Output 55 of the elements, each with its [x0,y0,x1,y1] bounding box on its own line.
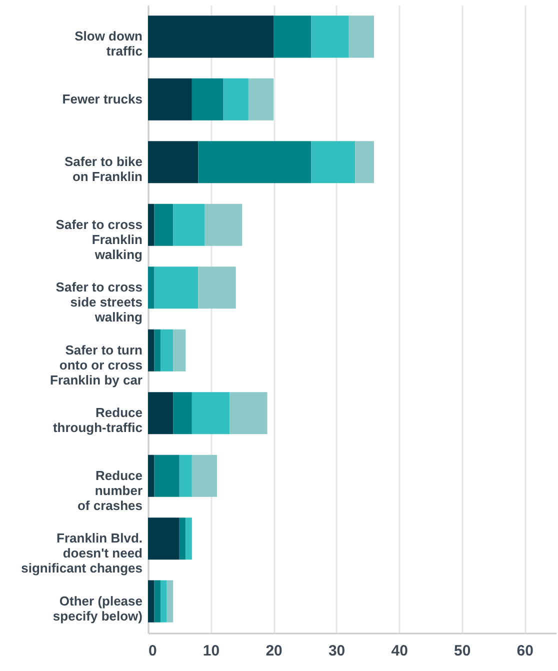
bar [192,392,230,434]
bar [160,580,167,622]
bar [148,518,180,560]
bar [311,141,356,184]
bar [311,16,349,58]
y-tick-label: Slow down traffic [74,28,143,59]
y-tick-label: Reduce number of crashes [77,468,142,513]
bar [204,204,242,246]
bar [166,580,174,622]
y-tick-label: Safer to turn onto or cross Franklin by car [50,342,143,388]
bar [179,454,192,497]
bar [148,329,154,372]
bar [148,266,154,309]
bar [274,16,312,58]
x-tick-label: 10 [202,642,220,660]
x-tick-label: 60 [516,642,534,660]
bar [355,141,374,184]
y-tick-label: Other (please specify below) [52,593,142,624]
bar [348,16,374,58]
bar [148,141,198,184]
bar [192,78,224,120]
bar [198,266,236,309]
x-tick-label: 0 [148,642,157,660]
bar [179,518,186,560]
bar [173,392,192,434]
x-tick-label: 20 [266,642,282,660]
y-tick-label: Safer to cross side streets walking [56,280,143,325]
bar [148,580,154,622]
y-tick-label: Fewer trucks [62,91,142,106]
bar [223,78,248,120]
bar [148,78,192,120]
y-tick-label: Franklin Blvd. doesn't need significant changes [21,530,143,576]
bar [160,329,174,372]
bar [173,204,204,246]
bar [230,392,268,434]
bar [173,329,186,372]
bar [154,454,180,497]
x-tick-label: 40 [391,642,408,660]
x-tick-label: 30 [328,642,346,660]
bar [148,454,154,497]
x-tick-label: 50 [454,642,471,660]
bar [148,204,154,246]
bar [154,329,161,372]
y-tick-label: Reduce through-traffic [52,405,142,436]
bar [148,16,274,58]
bar [186,518,192,560]
bar [148,392,174,434]
bar [154,204,174,246]
bar [248,78,274,120]
y-tick-label: Safer to bike on Franklin [64,154,143,184]
bar [154,580,161,622]
bar [154,266,198,309]
y-tick-label: Safer to cross Franklin walking [56,216,143,262]
bar [192,454,218,497]
bar [198,141,312,184]
